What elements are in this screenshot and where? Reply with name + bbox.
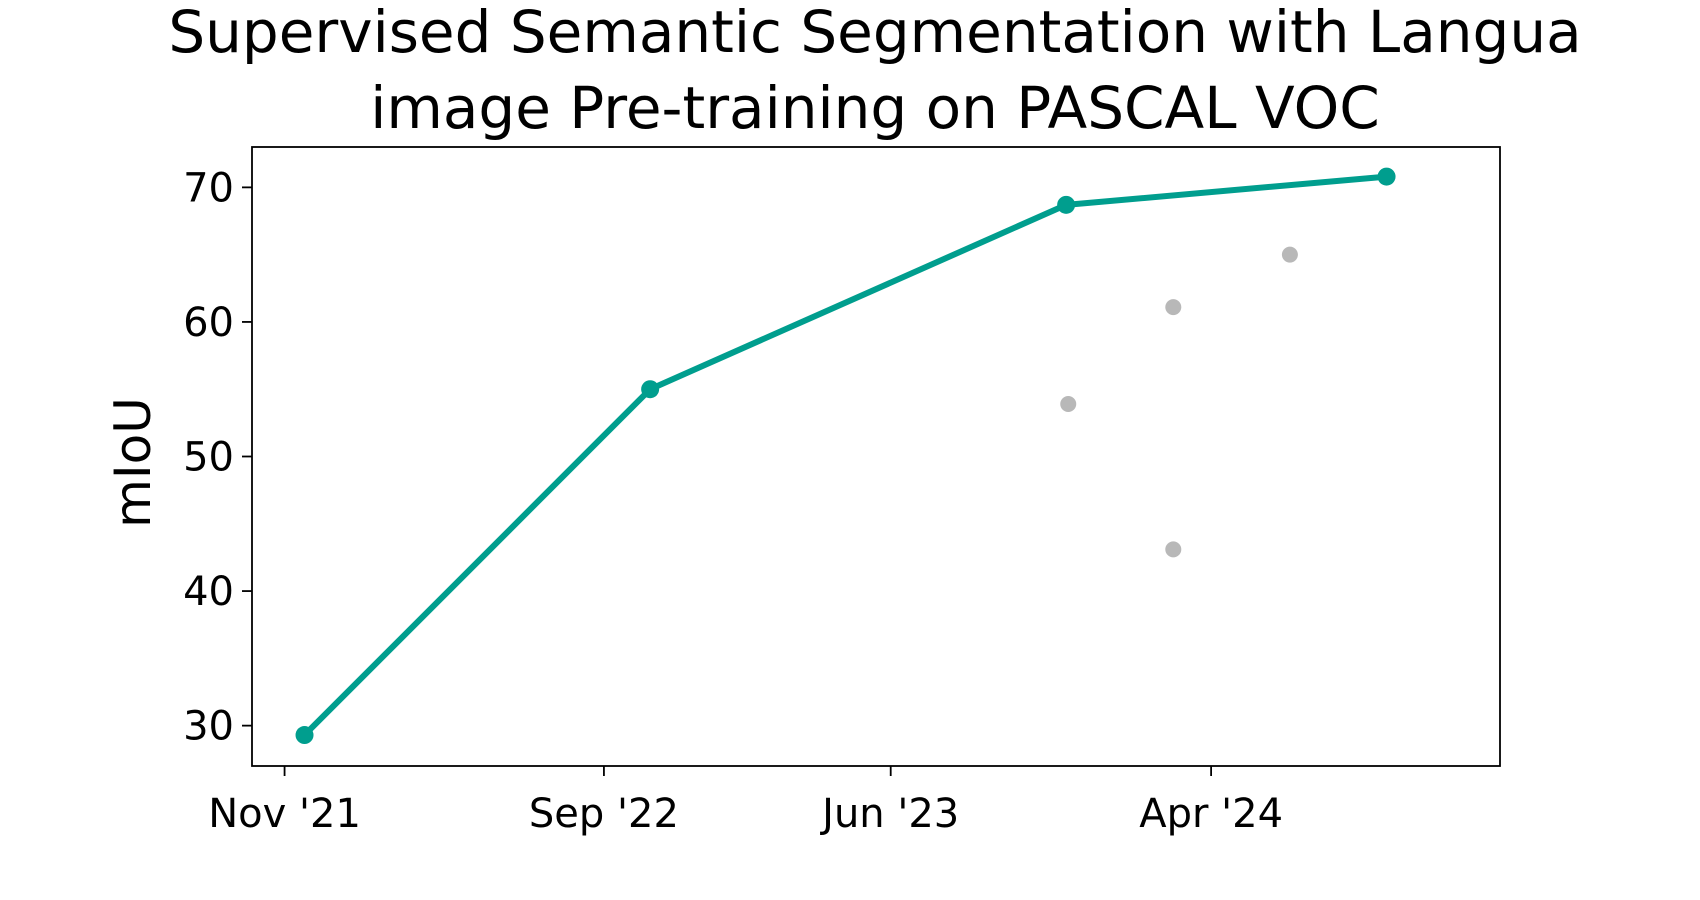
- series-line-0: [301, 173, 1390, 739]
- y-axis-label: mIoU: [104, 397, 162, 528]
- chart-title: Supervised Semantic Segmentation with La…: [168, 0, 1581, 142]
- y-tick-label-60: 60: [183, 300, 234, 346]
- y-axis: 30 40 50 60 70: [183, 165, 252, 750]
- plot-area: [251, 146, 1501, 767]
- y-tick-label-70: 70: [183, 165, 234, 211]
- data-point-0-1: [641, 380, 660, 399]
- x-axis: Nov '21 Sep '22 Jun '23 Apr '24: [208, 766, 1283, 837]
- scatter-point-1-3: [1281, 246, 1298, 263]
- data-point-0-3: [1377, 167, 1396, 186]
- x-tick-label-2: Jun '23: [819, 791, 959, 837]
- scatter-point-1-1: [1165, 299, 1182, 316]
- chart-title-line-2: image Pre-training on PASCAL VOC: [370, 74, 1380, 142]
- scatter-point-1-0: [1060, 396, 1077, 413]
- x-tick-label-3: Apr '24: [1139, 791, 1283, 837]
- data-point-0-0: [295, 726, 314, 745]
- series-group: [295, 167, 1396, 745]
- y-tick-label-40: 40: [183, 569, 234, 615]
- series-1: [1060, 246, 1298, 558]
- scatter-point-1-2: [1165, 541, 1182, 558]
- y-tick-label-30: 30: [183, 704, 234, 750]
- chart-title-line-1: Supervised Semantic Segmentation with La…: [168, 0, 1581, 66]
- x-tick-label-0: Nov '21: [208, 791, 361, 837]
- y-tick-label-50: 50: [183, 435, 234, 481]
- data-point-0-2: [1057, 195, 1076, 214]
- series-0: [295, 167, 1396, 745]
- x-tick-label-1: Sep '22: [529, 791, 679, 837]
